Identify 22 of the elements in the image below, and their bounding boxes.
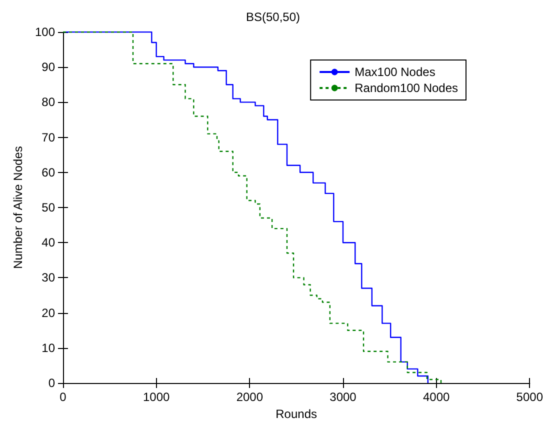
- y-tick-label: 0: [48, 376, 56, 390]
- chart-title: BS(50,50): [246, 10, 300, 24]
- y-axis-title: Number of Alive Nodes: [11, 146, 26, 269]
- y-tick-label: 70: [42, 130, 56, 144]
- y-tick-label: 80: [42, 95, 56, 110]
- x-tick-label: 1000: [142, 390, 170, 404]
- x-tick-label: 2000: [236, 390, 264, 404]
- legend-label: Max100 Nodes: [354, 65, 436, 79]
- y-tick-label: 10: [42, 340, 56, 355]
- y-tick-label: 100: [34, 25, 56, 39]
- x-tick-label: 3000: [330, 390, 357, 404]
- x-axis-title: Rounds: [276, 406, 318, 421]
- y-tick-label: 60: [42, 165, 56, 180]
- y-tick-label: 20: [42, 306, 56, 320]
- y-tick-label: 30: [42, 270, 56, 285]
- x-tick-label: 5000: [516, 390, 544, 404]
- x-tick-label: 4000: [422, 390, 450, 404]
- y-tick-label: 50: [42, 200, 56, 214]
- legend-label: Random100 Nodes: [354, 81, 458, 95]
- y-tick-label: 40: [42, 236, 56, 250]
- x-tick-label: 0: [60, 390, 67, 404]
- y-tick-label: 90: [42, 60, 56, 74]
